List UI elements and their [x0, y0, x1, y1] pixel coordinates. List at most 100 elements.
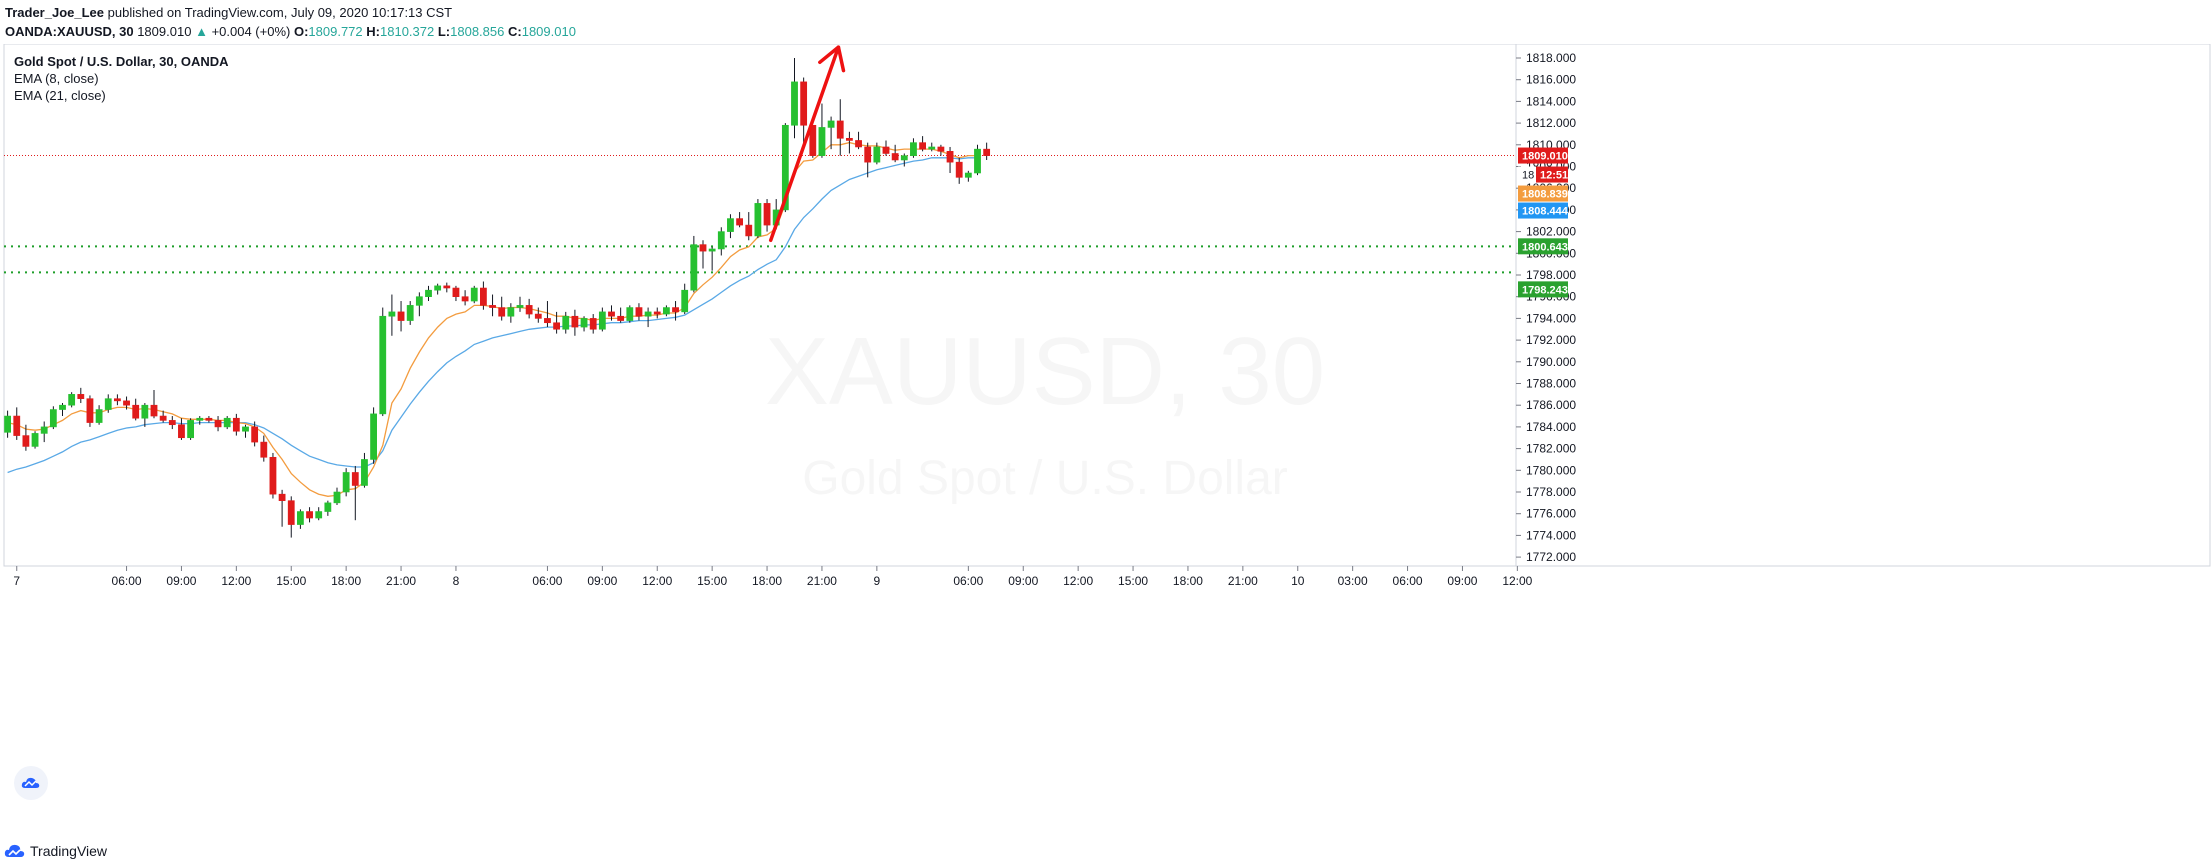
candle-body: [727, 218, 734, 232]
price-tag-ema21-2: 1808.444: [1518, 202, 1569, 219]
low-value: 1808.856: [450, 24, 505, 39]
candle-body: [342, 472, 350, 493]
candle-body: [891, 153, 899, 161]
candle-body: [269, 456, 277, 495]
candle-body: [443, 285, 451, 289]
candle-92: [845, 131, 853, 154]
chart-area[interactable]: XAUUSD, 30 Gold Spot / U.S. Dollar 1772.…: [0, 44, 2212, 834]
candle-body: [589, 318, 597, 330]
legend-ema8[interactable]: EMA (8, close): [14, 71, 99, 86]
candle-body: [836, 120, 844, 139]
candle-body: [873, 146, 881, 163]
candle-67: [617, 307, 625, 323]
candle-body: [864, 146, 872, 163]
candle-body: [59, 404, 66, 410]
legend-ema21[interactable]: EMA (21, close): [14, 88, 106, 103]
candle-50: [461, 290, 469, 306]
watermark-name: Gold Spot / U.S. Dollar: [802, 452, 1288, 505]
time-axis[interactable]: 7 06:00 09:00 12:00 15:00 18:00 21:00 8 06:00 09:…: [4, 565, 1533, 588]
candle-body: [425, 289, 432, 298]
candle-body: [178, 424, 185, 439]
price-tick-label-6: 1784.000: [1526, 420, 1576, 434]
price-tick-label-11: 1794.000: [1526, 311, 1576, 325]
candle-65: [598, 307, 606, 332]
candle-22: [205, 416, 213, 423]
candle-75: [690, 235, 698, 293]
price-tick-label-5: 1782.000: [1526, 442, 1576, 456]
price-axis[interactable]: 1772.000 1774.000 1776.000 1778.000 1780.000…: [1516, 51, 1576, 564]
time-tick-label-21: 10: [1291, 574, 1305, 588]
candle-29: [269, 452, 277, 499]
symbol-label: OANDA:XAUUSD, 30: [5, 24, 134, 39]
price-tick-label-7: 1786.000: [1526, 398, 1576, 412]
candle-86: [791, 58, 798, 139]
arrow-head: [818, 45, 846, 73]
candle-body: [159, 415, 167, 421]
candle-59: [544, 301, 551, 328]
candle-body: [827, 120, 835, 128]
candle-body: [123, 400, 130, 406]
candle-100: [919, 136, 926, 152]
time-tick-label-13: 21:00: [807, 574, 837, 588]
candle-107: [983, 142, 991, 160]
candle-8: [77, 387, 85, 404]
candle-body: [251, 426, 259, 443]
candle-body: [287, 500, 295, 525]
candle-body: [49, 409, 57, 428]
candle-5: [49, 406, 57, 430]
candle-99: [910, 138, 917, 158]
candle-body: [388, 311, 396, 317]
candle-10: [95, 405, 103, 425]
candle-body: [306, 511, 313, 519]
candle-body: [571, 315, 579, 328]
candle-body: [214, 420, 222, 428]
time-tick-label-17: 12:00: [1063, 574, 1093, 588]
candle-63: [580, 316, 588, 332]
candle-94: [864, 142, 872, 178]
candle-body: [470, 287, 478, 302]
watermark-symbol: XAUUSD, 30: [765, 318, 1325, 425]
candle-body: [900, 155, 908, 161]
footer-brand[interactable]: TradingView: [4, 840, 107, 862]
candle-body: [681, 289, 689, 313]
candle-51: [470, 285, 478, 304]
publish-line: Trader_Joe_Lee published on TradingView.…: [5, 4, 576, 21]
tradingview-badge-button[interactable]: [14, 766, 48, 800]
candle-body: [132, 404, 140, 419]
open-value: 1809.772: [308, 24, 363, 39]
candle-body: [498, 307, 506, 317]
candle-body: [717, 231, 725, 250]
price-tick-label-10: 1792.000: [1526, 333, 1576, 347]
candle-44: [406, 301, 414, 325]
candle-56: [516, 296, 524, 312]
candle-87: [800, 77, 808, 150]
trend-arrow-drawing[interactable]: [768, 45, 846, 243]
candle-62: [571, 309, 579, 336]
price-tag-text: 1800.643: [1522, 241, 1568, 253]
candle-64: [589, 314, 597, 334]
candle-body: [489, 305, 496, 308]
candle-body: [507, 307, 515, 317]
author-name[interactable]: Trader_Joe_Lee: [5, 5, 105, 20]
price-chart[interactable]: XAUUSD, 30 Gold Spot / U.S. Dollar 1772.…: [0, 44, 2212, 834]
candle-body: [580, 318, 588, 328]
candle-57: [525, 298, 533, 319]
candle-body: [672, 307, 679, 313]
footer-brand-text: TradingView: [30, 843, 108, 859]
price-tag-bg: [1518, 238, 1568, 255]
candle-105: [964, 170, 972, 182]
candle-body: [278, 493, 286, 501]
last-price: 1809.010: [137, 24, 192, 39]
candle-47: [434, 283, 442, 295]
price-tag-bg: [1518, 185, 1568, 202]
candle-body: [955, 161, 963, 178]
candle-body: [708, 248, 716, 252]
candle-body: [415, 296, 423, 306]
price-tick-label-20: 1812.000: [1526, 116, 1576, 130]
open-label: O:: [293, 24, 309, 39]
time-tick-label-5: 18:00: [331, 574, 361, 588]
candle-35: [324, 500, 332, 516]
time-tick-label-4: 15:00: [276, 574, 306, 588]
cloud-icon: [21, 777, 40, 788]
price-tick-label-9: 1790.000: [1526, 355, 1576, 369]
